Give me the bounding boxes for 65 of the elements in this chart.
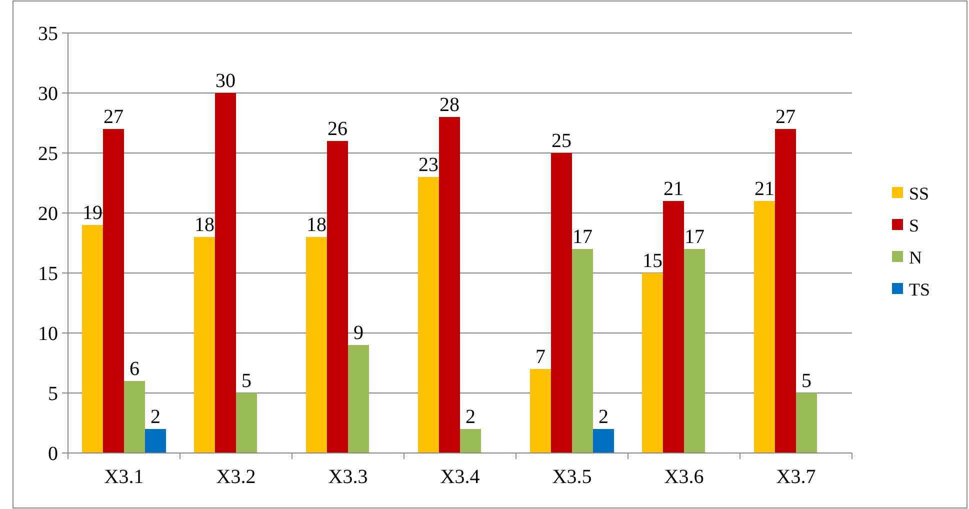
- bar: [327, 141, 348, 453]
- bar: [215, 93, 236, 453]
- bar: [236, 393, 257, 453]
- y-tick-label: 15: [38, 263, 58, 285]
- bar: [663, 201, 684, 453]
- x-tick-label: X3.2: [216, 466, 256, 488]
- legend-label: SS: [909, 183, 930, 204]
- data-label: 2: [150, 406, 160, 428]
- data-label: 27: [104, 106, 124, 128]
- x-tick-label: X3.5: [552, 466, 592, 488]
- data-label: 17: [684, 226, 704, 248]
- bar: [145, 429, 166, 453]
- bar: [796, 393, 817, 453]
- data-label: 25: [552, 130, 572, 152]
- bar: [754, 201, 775, 453]
- bar: [306, 237, 327, 453]
- data-label: 26: [328, 118, 348, 140]
- bar: [124, 381, 145, 453]
- y-tick-label: 0: [48, 443, 58, 465]
- data-label: 2: [598, 406, 608, 428]
- y-tick-label: 5: [48, 383, 58, 405]
- data-label: 9: [354, 322, 364, 344]
- bar: [439, 117, 460, 453]
- data-label: 23: [418, 154, 438, 176]
- bar: [642, 273, 663, 453]
- y-tick-label: 25: [38, 143, 58, 165]
- bar: [572, 249, 593, 453]
- bar: [460, 429, 481, 453]
- data-label: 21: [754, 178, 774, 200]
- x-tick-label: X3.7: [776, 466, 816, 488]
- data-label: 18: [306, 214, 326, 236]
- y-tick-label: 10: [38, 323, 58, 345]
- legend-label: TS: [909, 279, 930, 300]
- data-label: 18: [194, 214, 214, 236]
- x-tick-label: X3.1: [104, 466, 144, 488]
- data-label: 27: [776, 106, 796, 128]
- bar: [593, 429, 614, 453]
- x-tick-label: X3.4: [440, 466, 480, 488]
- bar: [418, 177, 439, 453]
- data-label: 7: [536, 346, 546, 368]
- bar: [82, 225, 103, 453]
- y-tick-label: 35: [38, 23, 58, 45]
- data-label: 21: [664, 178, 684, 200]
- bar: [684, 249, 705, 453]
- bar: [775, 129, 796, 453]
- data-label: 28: [440, 94, 460, 116]
- y-tick-label: 20: [38, 203, 58, 225]
- data-label: 2: [466, 406, 476, 428]
- data-label: 5: [802, 370, 812, 392]
- y-tick-label: 30: [38, 83, 58, 105]
- bar: [194, 237, 215, 453]
- data-label: 5: [242, 370, 252, 392]
- data-label: 15: [642, 250, 662, 272]
- legend-label: N: [909, 247, 922, 268]
- x-tick-label: X3.3: [328, 466, 368, 488]
- legend-label: S: [909, 215, 920, 236]
- bar: [348, 345, 369, 453]
- x-tick-label: X3.6: [664, 466, 704, 488]
- data-label: 30: [216, 70, 236, 92]
- bar: [551, 153, 572, 453]
- data-label: 6: [130, 358, 140, 380]
- bar: [530, 369, 551, 453]
- bar: [103, 129, 124, 453]
- data-label: 17: [572, 226, 592, 248]
- data-label: 19: [82, 202, 102, 224]
